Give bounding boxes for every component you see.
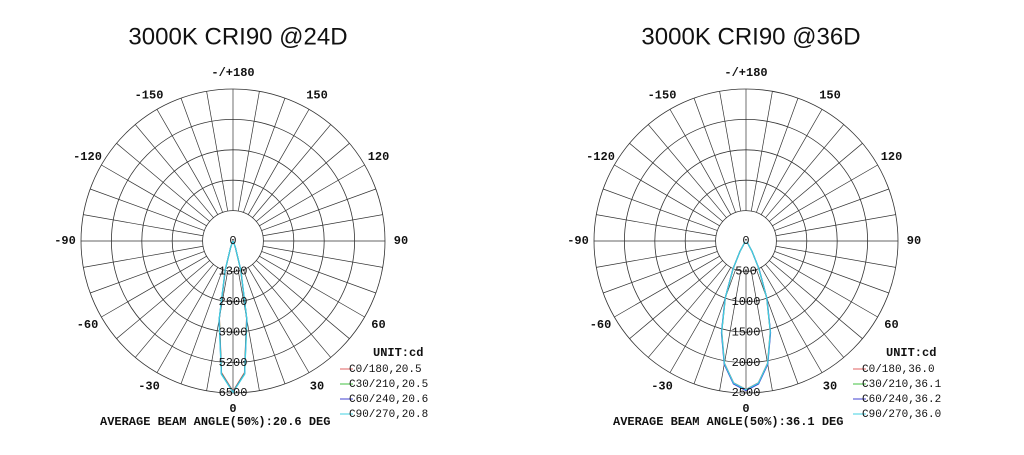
footer: AVERAGE BEAM ANGLE(50%):20.6 DEG <box>100 415 330 429</box>
radial-label: 2500 <box>732 386 761 400</box>
radial-label: 1300 <box>219 265 248 279</box>
footer: AVERAGE BEAM ANGLE(50%):36.1 DEG <box>613 415 843 429</box>
angle-label: 150 <box>306 89 328 103</box>
legend-label: C30/210,20.5 <box>349 379 428 391</box>
radial-label: 5200 <box>219 356 248 370</box>
angle-label: -150 <box>648 89 677 103</box>
legend-label: C90/270,20.8 <box>349 409 428 421</box>
angle-label: -/+180 <box>724 66 767 80</box>
angle-label: 0 <box>742 402 749 416</box>
chart-title: 3000K CRI90 @36D <box>641 23 860 50</box>
angle-label: 30 <box>823 380 837 394</box>
ring <box>654 149 838 333</box>
legend-label: C60/240,36.2 <box>862 394 941 406</box>
angle-label: -60 <box>590 318 612 332</box>
curve <box>218 240 248 394</box>
angle-label: -30 <box>138 380 160 394</box>
radial-label: 0 <box>229 234 236 248</box>
radial-label: 500 <box>735 265 757 279</box>
angle-label: -90 <box>567 234 589 248</box>
ring <box>171 179 295 303</box>
angle-label: -30 <box>651 380 673 394</box>
angle-label: 90 <box>394 234 408 248</box>
ring <box>715 210 777 272</box>
ring <box>202 210 264 272</box>
angle-label: 30 <box>310 380 324 394</box>
ring <box>141 149 325 333</box>
angle-label: 150 <box>819 89 841 103</box>
legend-label: C30/210,36.1 <box>862 379 942 391</box>
angle-label: 90 <box>907 234 921 248</box>
angle-label: -120 <box>586 150 615 164</box>
chart-title: 3000K CRI90 @24D <box>128 23 347 50</box>
angle-label: 120 <box>368 150 390 164</box>
radial-label: 1000 <box>732 295 761 309</box>
legend-label: C0/180,20.5 <box>349 364 422 376</box>
angle-label: 120 <box>881 150 903 164</box>
unit-label: UNIT:cd <box>373 346 423 360</box>
angle-label: -90 <box>54 234 76 248</box>
radial-label: 0 <box>742 234 749 248</box>
angle-label: -120 <box>73 150 102 164</box>
radial-label: 2000 <box>732 356 761 370</box>
unit-label: UNIT:cd <box>886 346 936 360</box>
angle-label: 0 <box>229 402 236 416</box>
legend-label: C90/270,36.0 <box>862 409 941 421</box>
angle-label: -/+180 <box>211 66 254 80</box>
angle-label: 60 <box>884 318 898 332</box>
ring <box>684 179 808 303</box>
radial-label: 2600 <box>219 295 248 309</box>
angle-label: 60 <box>371 318 385 332</box>
legend-label: C60/240,20.6 <box>349 394 428 406</box>
radial-label: 3900 <box>219 325 248 339</box>
angle-label: -60 <box>77 318 99 332</box>
radial-label: 6500 <box>219 386 248 400</box>
ring <box>111 119 355 363</box>
radial-label: 1500 <box>732 325 761 339</box>
angle-label: -150 <box>135 89 164 103</box>
curve <box>721 241 771 391</box>
legend-label: C0/180,36.0 <box>862 364 935 376</box>
ring <box>593 88 899 394</box>
ring <box>624 119 869 363</box>
